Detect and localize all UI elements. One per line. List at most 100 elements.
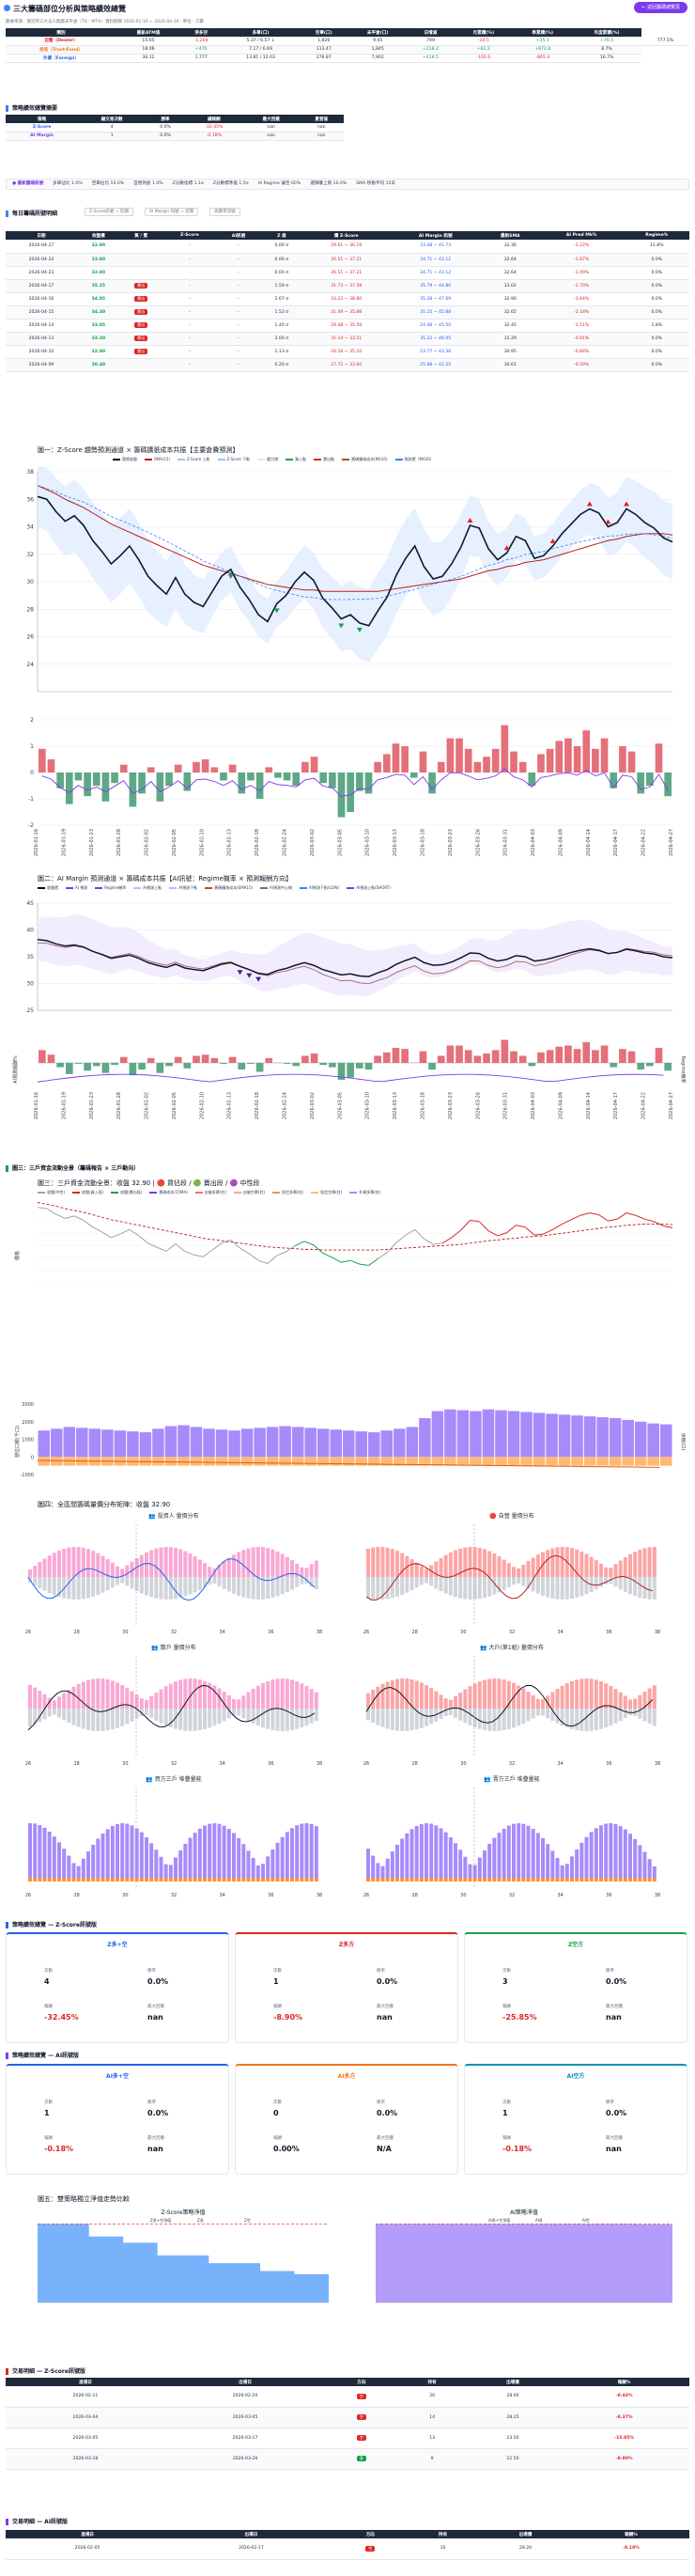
profile-bar-neg: [535, 1577, 540, 1594]
profile-bar-neg: [163, 1709, 168, 1725]
profile-bar: [246, 1850, 251, 1878]
profile-bar-base: [266, 1878, 270, 1881]
legend-label: Regime機率: [104, 885, 127, 890]
profile-bar: [652, 1685, 656, 1709]
profile-bar-neg: [96, 1577, 100, 1596]
signal-cell: 33.48 ~ 41.73: [389, 240, 482, 254]
x-tick-label: 2026-01-19: [61, 1092, 67, 1119]
profile-bar-neg: [419, 1709, 424, 1728]
profile-bar-neg: [145, 1709, 148, 1715]
strategy-cell: -0.18%: [184, 132, 243, 141]
trust-short-bar: [304, 1457, 317, 1466]
panel-title: 🔴 自營 量價分布: [489, 1513, 534, 1520]
signal-cell: 賣出: [119, 345, 162, 359]
y-tick-label: 0: [30, 770, 34, 776]
profile-bar: [120, 1823, 125, 1878]
x-tick-label: 38: [655, 1893, 660, 1898]
x-tick-label: 34: [557, 1893, 563, 1898]
perf-card: Z多+空 次數 4 勝率 0.0% 報酬 -32.45% 最大回撤 nan: [6, 1932, 229, 2043]
trades-label: 次數: [44, 2100, 53, 2105]
profile-bar: [251, 1857, 255, 1878]
signal-cell: [119, 240, 162, 254]
profile-bar: [633, 1552, 638, 1577]
close-segment: [405, 1228, 415, 1236]
signal-cell: -0.84%: [538, 345, 625, 359]
perf-card: AI空方 次數 1 勝率 0.0% 報酬 -0.18% 最大回撤 nan: [464, 2064, 687, 2175]
signal-cell: 11.8%: [624, 240, 689, 254]
profile-bar-neg: [409, 1577, 414, 1591]
profile-bar-neg: [425, 1577, 428, 1584]
win-label: 勝率: [377, 2100, 385, 2105]
signal-cell: -: [162, 292, 218, 306]
close-segment: [303, 1241, 315, 1246]
foreign-long-bar: [190, 1427, 203, 1458]
y-tick-label: 26: [26, 634, 34, 641]
perf-card-title: Z多方: [338, 1942, 355, 1948]
trust-short-bar: [330, 1457, 342, 1466]
profile-bar-base: [400, 1878, 405, 1881]
x-tick-label: 2026-04-14: [586, 1092, 592, 1119]
foreign-long-bar: [203, 1429, 215, 1458]
legend-label: 收盤價: [47, 885, 58, 890]
foreign-long-bar: [38, 1430, 51, 1458]
profile-bar-neg: [168, 1577, 173, 1600]
position-cell: 1,777: [179, 54, 223, 63]
profile-bar: [71, 1547, 76, 1577]
position-cell: +476: [179, 45, 223, 55]
signal-cell: 0.20 σ: [259, 358, 303, 372]
back-button[interactable]: ← 返回籌碼總覽頁: [634, 2, 687, 13]
legend-item: SMA(15): [145, 457, 170, 461]
signal-tab[interactable]: AI Margin 訊號 = 近期: [144, 208, 199, 216]
cost-line: [37, 1201, 673, 1251]
legend-item: 外資多單(柱): [349, 1190, 380, 1194]
ai-bar: [47, 1054, 55, 1063]
trade-ai-cell: 2026-02-05: [6, 2538, 170, 2560]
signal-tab[interactable]: Z-Score訊號 = 近期: [85, 208, 133, 216]
energy-bar: [627, 751, 636, 773]
signal-cell: 1.59 σ: [259, 279, 303, 293]
profile-bar: [193, 1833, 197, 1878]
profile-bar: [285, 1556, 289, 1577]
profile-bar: [149, 1843, 154, 1878]
profile-bar: [390, 1679, 394, 1709]
energy-bar: [156, 773, 164, 802]
profile-bar-neg: [575, 1709, 579, 1731]
x-tick-label: 2026-02-10: [199, 829, 205, 856]
profile-bar: [168, 1683, 173, 1709]
profile-bar-base: [183, 1878, 188, 1881]
profile-bar-neg: [443, 1577, 448, 1594]
profile-bar-neg: [241, 1709, 246, 1719]
x-tick-label: 2026-04-22: [641, 829, 647, 856]
close-segment: [129, 1228, 140, 1237]
profile-bar: [497, 1833, 502, 1878]
profile-bar: [599, 1825, 603, 1878]
profile-bar-base: [546, 1878, 550, 1881]
profile-bar-neg: [52, 1577, 56, 1596]
x-tick-label: 2026-03-10: [365, 829, 371, 856]
signal-cell: 0.0%: [624, 279, 689, 293]
close-segment: [378, 1252, 388, 1259]
profile-bar: [193, 1556, 197, 1577]
profile-bar-neg: [564, 1709, 569, 1728]
profile-bar-base: [105, 1878, 110, 1881]
profile-bar: [237, 1552, 241, 1577]
trade-z-cell: 空: [325, 2386, 398, 2408]
foreign-long-bar: [456, 1410, 470, 1458]
x-tick-label: 2026-02-02: [145, 829, 150, 856]
return-label: 報酬: [44, 2136, 53, 2141]
x-tick-label: 38: [317, 1761, 322, 1767]
profile-bar: [546, 1550, 550, 1577]
signal-cell: -: [162, 266, 218, 280]
signal-cell: 35.38 ~ 47.09: [389, 292, 482, 306]
signal-tab[interactable]: 高勝率訊號: [209, 208, 240, 216]
profile-bar: [110, 1562, 115, 1577]
zscore-perf-title: 策略績效總覽 — Z-Score訊號版: [6, 1920, 97, 1928]
energy-bar: [56, 773, 64, 788]
signal-cell: 賣出: [119, 292, 162, 306]
x-tick-label: 28: [73, 1630, 79, 1635]
profile-bar-base: [618, 1878, 623, 1881]
profile-bar: [47, 1831, 52, 1878]
ai-bar: [364, 1063, 373, 1070]
